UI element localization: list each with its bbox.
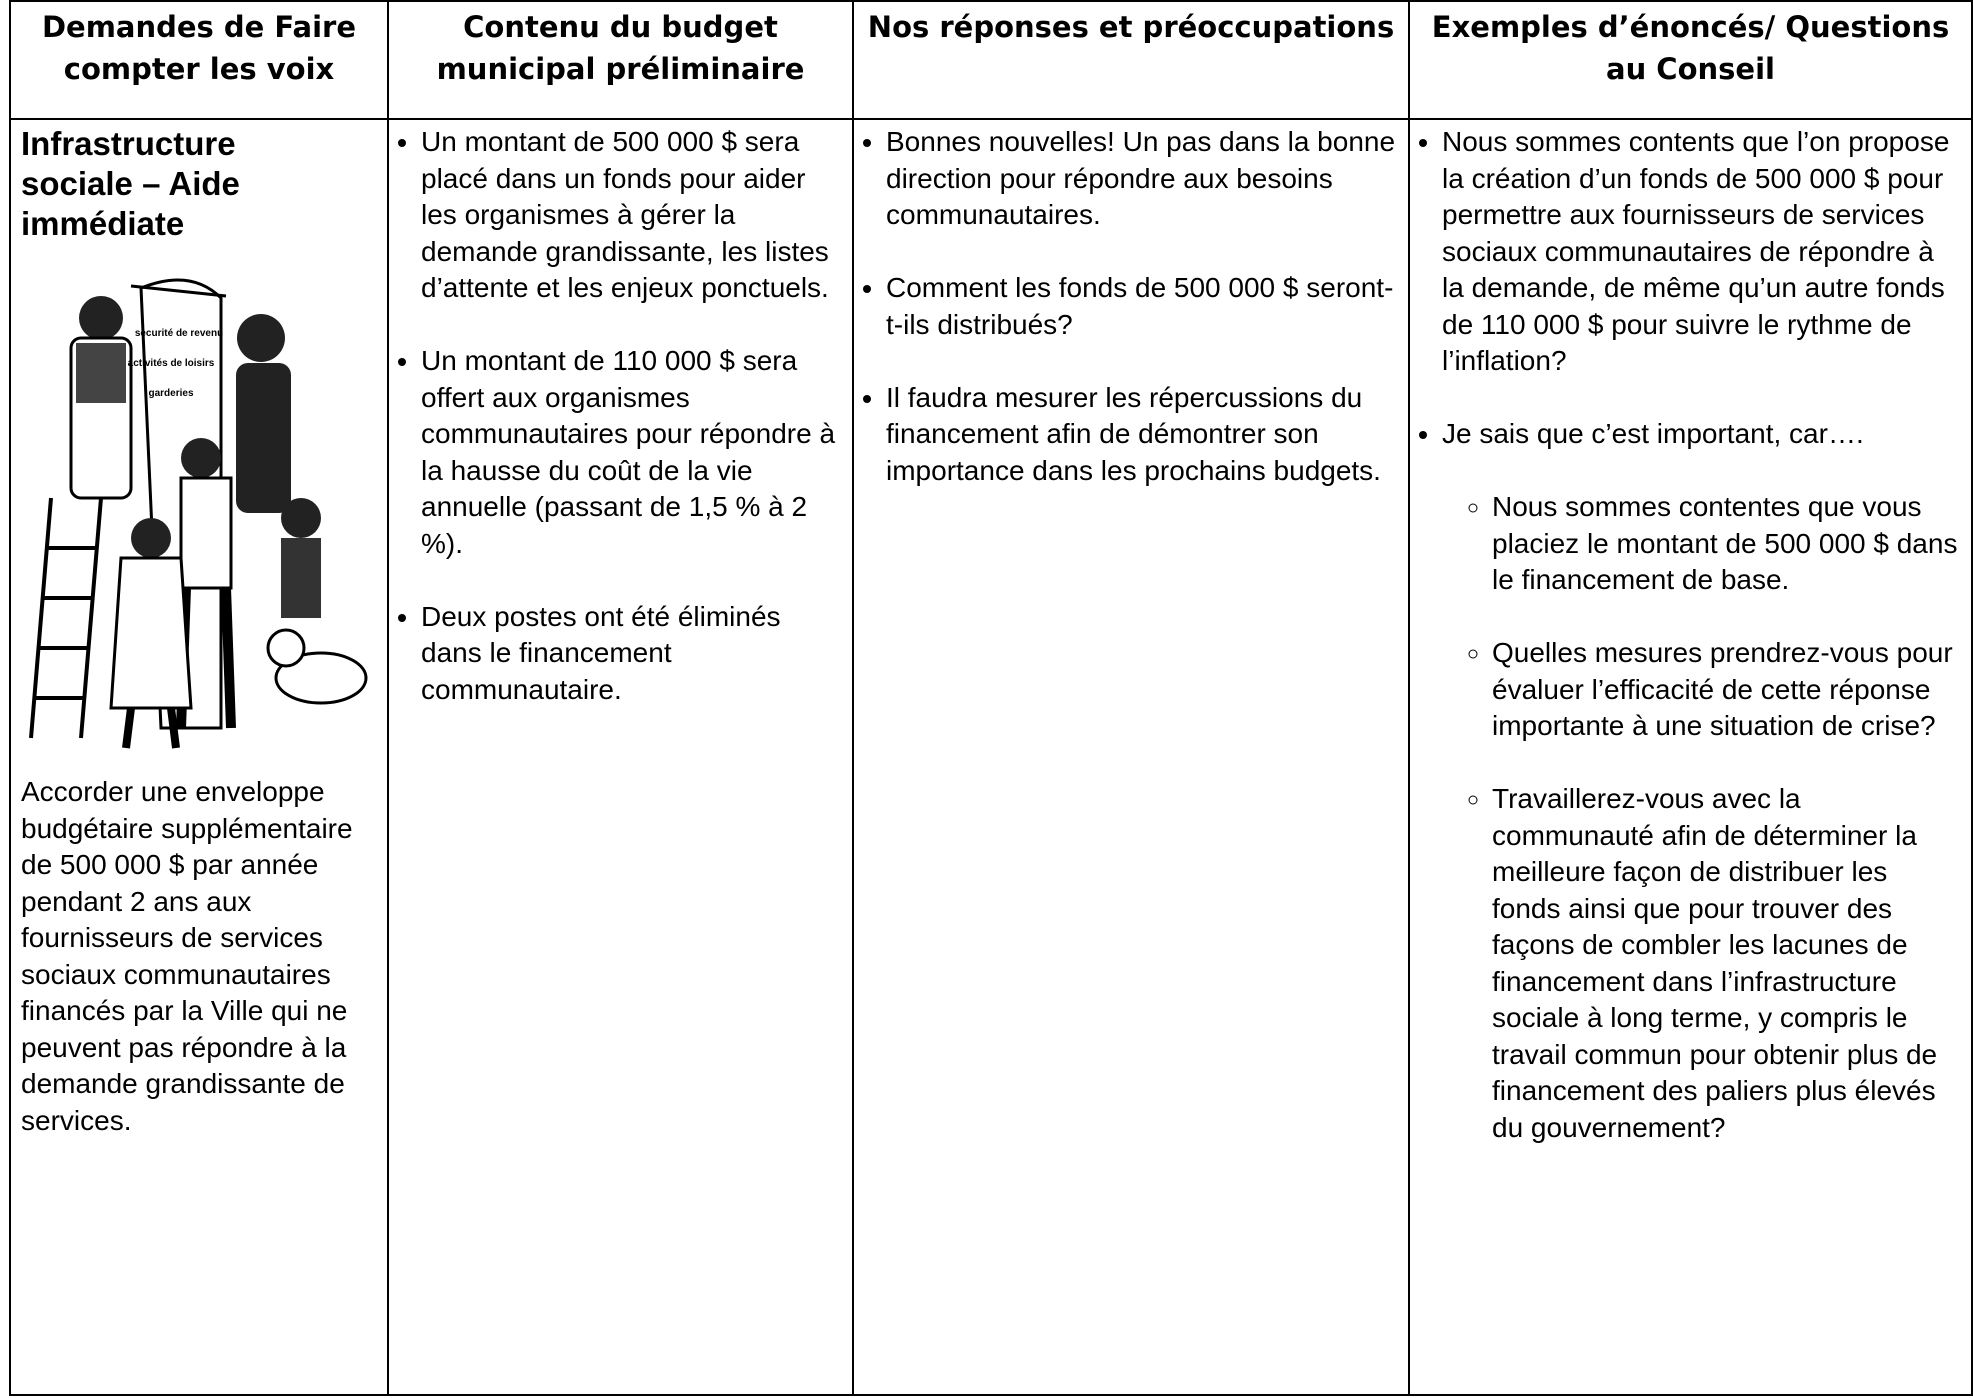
item-text: Quelles mesures prendrez-vous pour évalu… [1492,637,1953,741]
request-title: Infrastructure sociale – Aide immédiate [21,125,240,242]
item-text: Il faudra mesurer les répercussions du f… [886,381,1381,486]
examples-list: Nous sommes contents que l’on propose la… [1420,124,1961,1146]
sub-list: Nous sommes contentes que vous placiez l… [1442,489,1961,1146]
list-item: Bonnes nouvelles! Un pas dans la bonne d… [886,124,1398,234]
header-cell: Demandes de Faire compter les voix [9,0,389,120]
list-item: Deux postes ont été éliminés dans le fin… [421,599,842,709]
examples-cell: Nous sommes contents que l’on propose la… [1408,118,1973,1396]
illustration: securité de revenu activités de loisirs … [29,278,368,749]
illustration-label: activités de loisirs [128,358,215,369]
item-text: Un montant de 500 000 $ sera placé dans … [421,126,829,303]
item-text: Nous sommes contentes que vous placiez l… [1492,491,1958,595]
list-item: Un montant de 500 000 $ sera placé dans … [421,124,842,307]
responses-list: Bonnes nouvelles! Un pas dans la bonne d… [864,124,1398,489]
list-item: Je sais que c’est important, car…. Nous s… [1442,416,1961,1146]
item-text: Nous sommes contents que l’on propose la… [1442,126,1950,376]
list-item: Travaillerez-vous avec la communauté afi… [1492,781,1961,1146]
budget-list: Un montant de 500 000 $ sera placé dans … [399,124,842,708]
request-cell: Infrastructure sociale – Aide immédiate [9,118,389,1396]
responses-cell: Bonnes nouvelles! Un pas dans la bonne d… [852,118,1410,1396]
item-text: Je sais que c’est important, car…. [1442,418,1864,449]
budget-table: Demandes de Faire compter les voix Conte… [9,0,1973,1396]
request-text: Accorder une enveloppe budgétaire supplé… [21,776,353,1136]
header-cell: Nos réponses et préoccupations [852,0,1410,120]
item-text: Travaillerez-vous avec la communauté afi… [1492,783,1938,1143]
list-item: Nous sommes contentes que vous placiez l… [1492,489,1961,599]
body-row: Infrastructure sociale – Aide immédiate [9,118,1973,1396]
list-item: Il faudra mesurer les répercussions du f… [886,380,1398,490]
list-item: Comment les fonds de 500 000 $ seront-t-… [886,270,1398,343]
header-row: Demandes de Faire compter les voix Conte… [9,0,1973,120]
budget-cell: Un montant de 500 000 $ sera placé dans … [387,118,854,1396]
list-item: Quelles mesures prendrez-vous pour évalu… [1492,635,1961,745]
item-text: Bonnes nouvelles! Un pas dans la bonne d… [886,126,1396,230]
illustration-label: garderies [148,388,193,399]
item-text: Un montant de 110 000 $ sera offert aux … [421,345,836,559]
header-cell: Contenu du budget municipal préliminaire [387,0,854,120]
illustration-label: securité de revenu [135,328,223,339]
item-text: Deux postes ont été éliminés dans le fin… [421,600,781,705]
list-item: Un montant de 110 000 $ sera offert aux … [421,343,842,562]
list-item: Nous sommes contents que l’on propose la… [1442,124,1961,380]
item-text: Comment les fonds de 500 000 $ seront-t-… [886,272,1394,340]
header-cell: Exemples d’énoncés/ Questions au Conseil [1408,0,1973,120]
